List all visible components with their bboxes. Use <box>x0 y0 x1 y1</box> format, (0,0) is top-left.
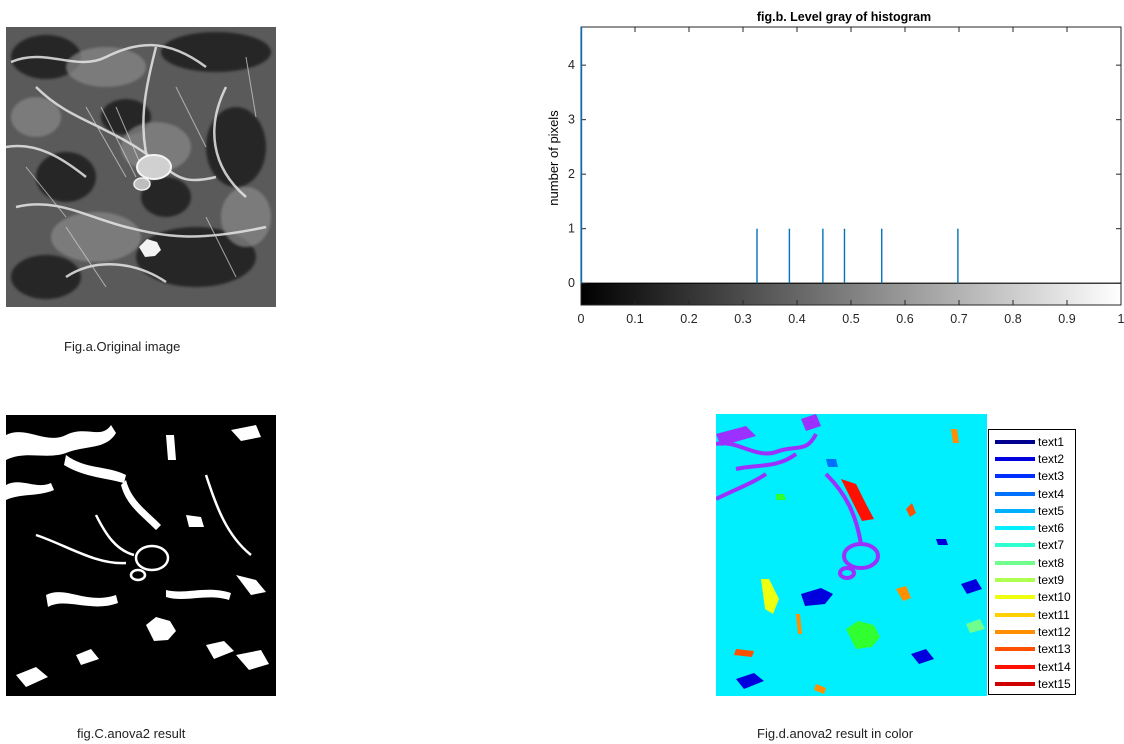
x-tick-label: 0.5 <box>842 312 859 326</box>
legend-swatch <box>995 595 1035 600</box>
binary-image <box>6 415 276 696</box>
legend-swatch <box>995 647 1035 652</box>
x-tick-label: 0.1 <box>626 312 643 326</box>
legend-label: text14 <box>1038 659 1071 674</box>
y-tick-label: 0 <box>568 276 575 290</box>
legend-entry: text5 <box>995 502 1071 519</box>
legend-entry: text8 <box>995 554 1071 571</box>
x-tick-label: 0.6 <box>896 312 913 326</box>
legend-entry: text13 <box>995 641 1071 658</box>
y-tick-label: 2 <box>568 167 575 181</box>
legend-swatch <box>995 664 1035 669</box>
caption-fig-c: fig.C.anova2 result <box>77 726 186 741</box>
legend-entry: text2 <box>995 450 1071 467</box>
legend-swatch <box>995 543 1035 548</box>
legend-entry: text7 <box>995 537 1071 554</box>
legend-swatch <box>995 526 1035 531</box>
y-axis-label: number of pixels <box>546 110 561 206</box>
y-tick-label: 4 <box>568 58 575 72</box>
legend-swatch <box>995 681 1035 686</box>
x-tick-label: 0.4 <box>788 312 805 326</box>
legend-list: text1 text2 text3 text4 text5 text6 text7 text8… <box>995 433 1071 692</box>
legend-entry: text3 <box>995 468 1071 485</box>
y-tick-label: 1 <box>568 222 575 236</box>
caption-fig-d: Fig.d.anova2 result in color <box>757 726 914 741</box>
legend-entry: text12 <box>995 623 1071 640</box>
legend-label: text11 <box>1038 607 1070 622</box>
legend-label: text10 <box>1038 590 1071 605</box>
legend-label: text12 <box>1038 624 1071 639</box>
legend-label: text8 <box>1038 555 1065 570</box>
legend-swatch <box>995 439 1035 444</box>
color-image <box>715 414 987 696</box>
legend-swatch <box>995 629 1035 634</box>
color-image-art <box>715 414 987 696</box>
legend-label: text9 <box>1038 573 1065 588</box>
legend-label: text5 <box>1038 503 1065 518</box>
x-tick-label: 0.2 <box>680 312 697 326</box>
grayscale-colorbar <box>581 283 1121 305</box>
legend-label: text2 <box>1038 451 1065 466</box>
histogram-svg: fig.b. Level gray of histogram number of… <box>546 10 1124 326</box>
legend-swatch <box>995 491 1035 496</box>
x-tick-label: 0.7 <box>950 312 967 326</box>
legend-entry: text14 <box>995 658 1071 675</box>
legend-label: text4 <box>1038 486 1065 501</box>
legend-entry: text9 <box>995 571 1071 588</box>
x-tick-label: 0.3 <box>734 312 751 326</box>
histogram-chart: fig.b. Level gray of histogram number of… <box>530 0 1124 340</box>
legend-label: text7 <box>1038 538 1065 553</box>
x-tick-label: 0 <box>578 312 585 326</box>
legend-entry: text10 <box>995 589 1071 606</box>
legend-label: text15 <box>1038 676 1071 691</box>
original-image-art <box>5 27 276 307</box>
legend-swatch <box>995 578 1035 583</box>
x-tick-label: 0.9 <box>1058 312 1075 326</box>
legend-entry: text4 <box>995 485 1071 502</box>
color-legend: text1 text2 text3 text4 text5 text6 text7 text8… <box>988 429 1076 695</box>
legend-swatch <box>995 474 1035 479</box>
y-tick-label: 3 <box>568 113 575 127</box>
legend-swatch <box>995 508 1035 513</box>
legend-swatch <box>995 612 1035 617</box>
x-tick-label: 0.8 <box>1004 312 1021 326</box>
legend-label: text6 <box>1038 521 1065 536</box>
legend-swatch <box>995 560 1035 565</box>
binary-image-art <box>6 415 276 696</box>
legend-entry: text11 <box>995 606 1071 623</box>
caption-fig-a: Fig.a.Original image <box>64 339 181 354</box>
legend-label: text13 <box>1038 642 1071 657</box>
legend-entry: text1 <box>995 433 1071 450</box>
legend-swatch <box>995 456 1035 461</box>
plot-area <box>580 26 1122 306</box>
legend-entry: text15 <box>995 675 1071 692</box>
x-tick-label: 1 <box>1118 312 1124 326</box>
legend-label: text3 <box>1038 469 1065 484</box>
chart-title: fig.b. Level gray of histogram <box>757 10 931 24</box>
legend-entry: text6 <box>995 519 1071 536</box>
legend-label: text1 <box>1038 434 1065 449</box>
original-image <box>5 27 276 307</box>
